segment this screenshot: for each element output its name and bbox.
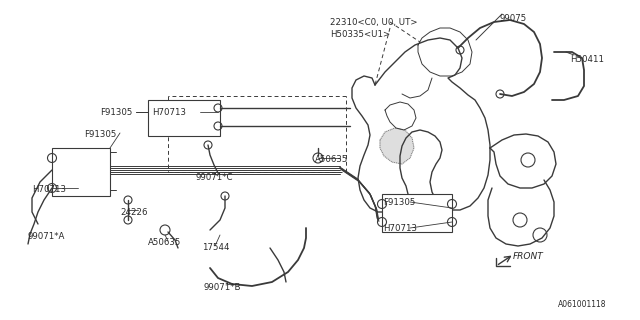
- Text: 99071*C: 99071*C: [196, 173, 234, 182]
- Text: H70713: H70713: [152, 108, 186, 117]
- Text: H50411: H50411: [570, 55, 604, 64]
- Text: 99071*B: 99071*B: [203, 283, 241, 292]
- Bar: [52, 148, 110, 196]
- Text: H70713: H70713: [32, 185, 66, 194]
- Text: 99075: 99075: [500, 14, 527, 23]
- Text: A50635: A50635: [148, 238, 181, 247]
- Text: 17544: 17544: [202, 243, 230, 252]
- Text: 22310<C0, U0, UT>: 22310<C0, U0, UT>: [330, 18, 417, 27]
- Text: F91305: F91305: [383, 198, 415, 207]
- Bar: [148, 100, 220, 136]
- Polygon shape: [380, 128, 414, 164]
- Text: FRONT: FRONT: [513, 252, 544, 261]
- Text: A061001118: A061001118: [558, 300, 607, 309]
- Text: A50635: A50635: [315, 155, 348, 164]
- Text: H50335<U1>: H50335<U1>: [330, 30, 390, 39]
- Text: F91305: F91305: [100, 108, 132, 117]
- Text: 24226: 24226: [120, 208, 147, 217]
- Bar: [382, 194, 452, 232]
- Text: 99071*A: 99071*A: [28, 232, 65, 241]
- Text: H70713: H70713: [383, 224, 417, 233]
- Text: F91305: F91305: [84, 130, 116, 139]
